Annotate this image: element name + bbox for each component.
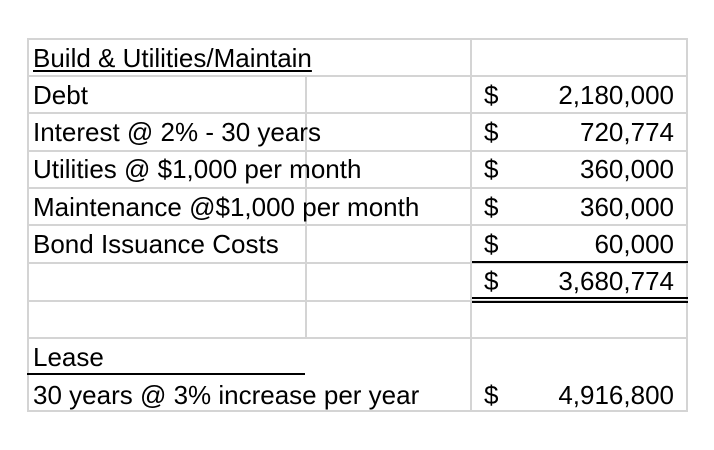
lease-currency-symbol: $ xyxy=(484,380,499,410)
gridline xyxy=(27,300,688,302)
gridline xyxy=(27,337,688,339)
section-title-build: Build & Utilities/Maintain xyxy=(33,43,312,73)
row-label: Interest @ 2% - 30 years xyxy=(33,117,321,147)
currency-symbol: $ xyxy=(484,192,499,222)
currency-symbol: $ xyxy=(484,80,499,110)
gridline xyxy=(27,410,688,412)
gridline xyxy=(27,75,688,77)
total-double-underline xyxy=(472,297,688,299)
currency-symbol: $ xyxy=(484,117,499,147)
row-amount: 360,000 xyxy=(580,192,674,222)
gridline xyxy=(27,224,688,226)
row-amount: 60,000 xyxy=(594,229,674,259)
section-title-lease: Lease xyxy=(33,342,104,372)
gridline xyxy=(27,150,688,152)
total-double-underline xyxy=(472,301,688,303)
total-currency-symbol: $ xyxy=(484,266,499,296)
gridline xyxy=(27,187,688,189)
lease-amount: 4,916,800 xyxy=(558,380,674,410)
row-label: Bond Issuance Costs xyxy=(33,229,279,259)
total-amount: 3,680,774 xyxy=(558,266,674,296)
currency-symbol: $ xyxy=(484,154,499,184)
gridline xyxy=(305,75,307,337)
row-amount: 720,774 xyxy=(580,117,674,147)
row-amount: 360,000 xyxy=(580,154,674,184)
lease-header-underline xyxy=(27,373,305,375)
gridline xyxy=(27,262,688,264)
subtotal-border xyxy=(472,261,688,263)
row-label: Debt xyxy=(33,80,88,110)
lease-label: 30 years @ 3% increase per year xyxy=(33,380,420,410)
row-label: Utilities @ $1,000 per month xyxy=(33,154,362,184)
gridline xyxy=(27,38,688,40)
row-label: Maintenance @$1,000 per month xyxy=(33,192,420,222)
row-amount: 2,180,000 xyxy=(558,80,674,110)
gridline xyxy=(27,112,688,114)
currency-symbol: $ xyxy=(484,229,499,259)
